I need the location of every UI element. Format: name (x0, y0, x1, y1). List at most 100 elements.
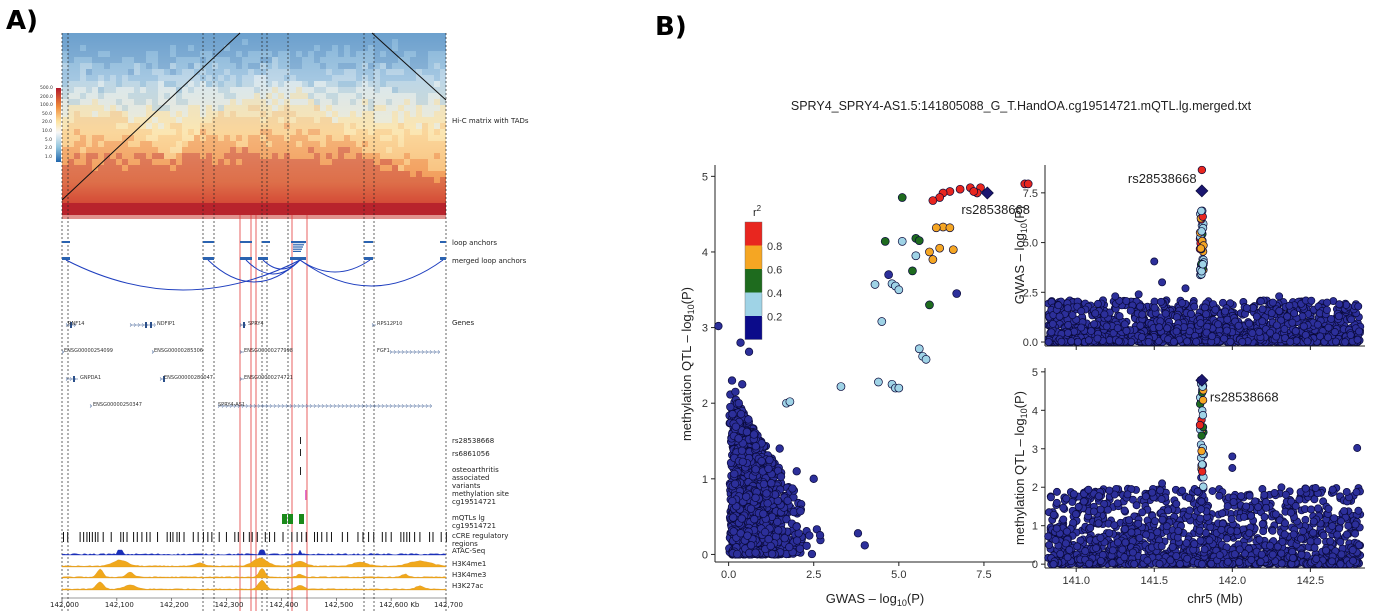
data-point (731, 422, 741, 431)
hic-cell (224, 63, 230, 69)
hic-cell (284, 105, 290, 111)
hic-cell (194, 51, 200, 57)
hic-cell (272, 183, 278, 189)
hic-cell (350, 129, 356, 135)
gene-strand-mark (405, 349, 408, 355)
hic-cell (200, 45, 206, 51)
hic-cell (314, 171, 320, 177)
hic-cell (164, 57, 170, 63)
hic-cell (188, 39, 194, 45)
hic-cell (182, 171, 188, 177)
hic-cell (128, 57, 134, 63)
hic-cell (158, 105, 164, 111)
gene-strand-mark (369, 403, 372, 409)
hic-cell (248, 105, 254, 111)
hic-cell (320, 147, 326, 153)
hic-cell (110, 105, 116, 111)
hic-cell (242, 195, 248, 201)
hic-cell (374, 135, 380, 141)
hic-cell (350, 213, 356, 219)
hic-cell (68, 195, 74, 201)
genome-browser-tracks (56, 32, 447, 611)
data-point (884, 270, 893, 279)
hic-cell (218, 171, 224, 177)
hic-cell (224, 81, 230, 87)
ccre-region (197, 532, 199, 542)
hic-cell (428, 135, 434, 141)
hic-cell (356, 129, 362, 135)
hic-cell (260, 33, 266, 39)
hic-cell (278, 183, 284, 189)
hic-cell (122, 51, 128, 57)
hic-cell (254, 135, 260, 141)
hic-cell (206, 81, 212, 87)
hic-cell (368, 123, 374, 129)
gene-strand-mark (245, 403, 248, 409)
hic-cell (344, 75, 350, 81)
hic-cell (134, 69, 140, 75)
hic-cell (326, 177, 332, 183)
hic-cell (164, 111, 170, 117)
hic-cell (368, 141, 374, 147)
hic-cell (278, 93, 284, 99)
hic-cell (242, 39, 248, 45)
hic-cell (266, 171, 272, 177)
hic-cell (218, 93, 224, 99)
hic-cell (356, 135, 362, 141)
loop-anchor (62, 241, 70, 243)
hic-cell (62, 123, 68, 129)
hic-cell (356, 165, 362, 171)
hic-cell (272, 75, 278, 81)
hic-cell (290, 87, 296, 93)
hic-cell (266, 99, 272, 105)
hic-cell (146, 105, 152, 111)
hic-cell (230, 183, 236, 189)
hic-cell (236, 33, 242, 39)
hic-cell (86, 165, 92, 171)
gene-strand-mark (409, 403, 412, 409)
ccre-region (347, 532, 349, 542)
hic-cell (344, 81, 350, 87)
hic-cell (200, 81, 206, 87)
hic-cell (398, 171, 404, 177)
hic-cell (338, 81, 344, 87)
hic-cell (242, 183, 248, 189)
gene-strand-mark (325, 403, 328, 409)
hic-cell (68, 123, 74, 129)
atac-seq-signal (61, 549, 447, 556)
hic-cell (242, 81, 248, 87)
gene-strand-mark (361, 403, 364, 409)
hic-cell (212, 171, 218, 177)
hic-cell (272, 195, 278, 201)
hic-cell (386, 147, 392, 153)
gene-exon (163, 376, 165, 382)
hic-cell (416, 57, 422, 63)
hic-cell (158, 159, 164, 165)
hic-cell (422, 129, 428, 135)
hic-cell (332, 135, 338, 141)
hic-cell (308, 171, 314, 177)
hic-cell (206, 171, 212, 177)
data-point (738, 380, 747, 389)
hic-cell (146, 171, 152, 177)
hic-cell (146, 33, 152, 39)
hic-cell (92, 171, 98, 177)
hic-cell (422, 39, 428, 45)
hic-cell (146, 159, 152, 165)
hic-cell (92, 129, 98, 135)
hic-cell (218, 87, 224, 93)
hic-cell (176, 69, 182, 75)
hic-cell (104, 147, 110, 153)
hic-cell (248, 45, 254, 51)
hic-cell (338, 159, 344, 165)
hic-cell (230, 129, 236, 135)
hic-cell (380, 189, 386, 195)
hic-cell (194, 165, 200, 171)
hic-cell (380, 195, 386, 201)
hic-cell (236, 81, 242, 87)
y-axis-label: methylation QTL – log10(P) (679, 287, 696, 441)
hic-cell (434, 93, 440, 99)
ccre-region (218, 532, 220, 542)
hic-cell (380, 39, 386, 45)
hic-cell (308, 183, 314, 189)
